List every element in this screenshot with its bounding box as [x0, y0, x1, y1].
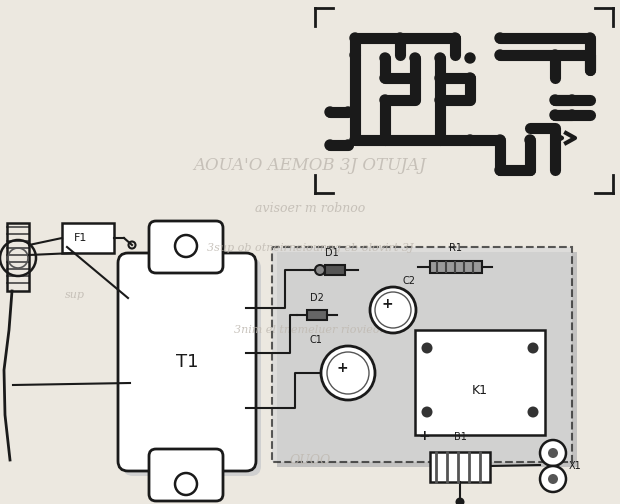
Text: C2: C2	[402, 276, 415, 286]
Circle shape	[380, 53, 390, 63]
Circle shape	[548, 474, 558, 484]
Circle shape	[525, 165, 535, 175]
Circle shape	[585, 50, 595, 60]
Circle shape	[410, 53, 420, 63]
Bar	[7, 223, 29, 291]
Circle shape	[548, 448, 558, 458]
Circle shape	[380, 95, 390, 105]
Text: AOUA'O AEMOB 3J OTUJAJ: AOUA'O AEMOB 3J OTUJAJ	[193, 157, 427, 173]
Text: D2: D2	[310, 293, 324, 303]
Text: 3nim el tnemeluer riovieor: 3nim el tnemeluer riovieor	[234, 325, 386, 335]
Circle shape	[456, 497, 464, 504]
Text: C1: C1	[309, 335, 322, 345]
Circle shape	[350, 50, 360, 60]
Text: +: +	[381, 297, 393, 311]
Circle shape	[540, 440, 566, 466]
Circle shape	[350, 33, 360, 43]
Circle shape	[465, 95, 475, 105]
Circle shape	[495, 33, 505, 43]
FancyBboxPatch shape	[149, 449, 223, 501]
Circle shape	[422, 343, 433, 353]
Bar	[277, 252, 577, 467]
Circle shape	[550, 95, 560, 105]
Circle shape	[410, 73, 420, 83]
Text: T1: T1	[175, 353, 198, 371]
Circle shape	[567, 95, 577, 105]
Text: +: +	[336, 361, 348, 375]
Circle shape	[550, 110, 560, 120]
Circle shape	[343, 107, 353, 117]
Circle shape	[528, 407, 539, 417]
Circle shape	[380, 73, 390, 83]
Circle shape	[567, 110, 577, 120]
Circle shape	[422, 407, 433, 417]
Text: avisoer m robnoo: avisoer m robnoo	[255, 202, 365, 215]
Bar	[272, 247, 572, 462]
Circle shape	[350, 135, 360, 145]
Circle shape	[495, 135, 505, 145]
Circle shape	[540, 466, 566, 492]
FancyBboxPatch shape	[118, 253, 256, 471]
Circle shape	[585, 33, 595, 43]
Circle shape	[450, 33, 460, 43]
Circle shape	[465, 135, 475, 145]
Circle shape	[315, 265, 325, 275]
Text: 3sup ob otneirneiounog eb olovirt 3J: 3sup ob otneirneiounog eb olovirt 3J	[206, 243, 414, 253]
Circle shape	[465, 73, 475, 83]
Text: R1: R1	[450, 243, 463, 253]
Bar	[307, 310, 327, 320]
Bar	[415, 330, 545, 435]
Circle shape	[343, 140, 353, 150]
Bar	[430, 452, 490, 482]
Circle shape	[410, 95, 420, 105]
Text: X1: X1	[569, 461, 582, 471]
FancyBboxPatch shape	[149, 221, 223, 273]
Bar	[62, 223, 114, 253]
Text: OUOO: OUOO	[290, 454, 330, 467]
Text: sup: sup	[65, 290, 85, 300]
Circle shape	[465, 53, 475, 63]
FancyBboxPatch shape	[123, 258, 261, 476]
Text: D1: D1	[325, 248, 339, 258]
Circle shape	[325, 107, 335, 117]
Bar	[430, 261, 482, 273]
Circle shape	[435, 53, 445, 63]
Circle shape	[550, 50, 560, 60]
Circle shape	[435, 95, 445, 105]
Text: B1: B1	[454, 432, 466, 442]
Text: K1: K1	[472, 384, 488, 397]
Circle shape	[370, 287, 416, 333]
Circle shape	[435, 73, 445, 83]
Text: F1: F1	[74, 233, 87, 243]
Circle shape	[395, 33, 405, 43]
Circle shape	[325, 140, 335, 150]
Circle shape	[525, 135, 535, 145]
Text: +: +	[418, 429, 430, 443]
Circle shape	[495, 50, 505, 60]
Circle shape	[321, 346, 375, 400]
Circle shape	[495, 165, 505, 175]
Circle shape	[380, 135, 390, 145]
Circle shape	[528, 343, 539, 353]
Circle shape	[435, 135, 445, 145]
Bar	[325, 265, 345, 275]
